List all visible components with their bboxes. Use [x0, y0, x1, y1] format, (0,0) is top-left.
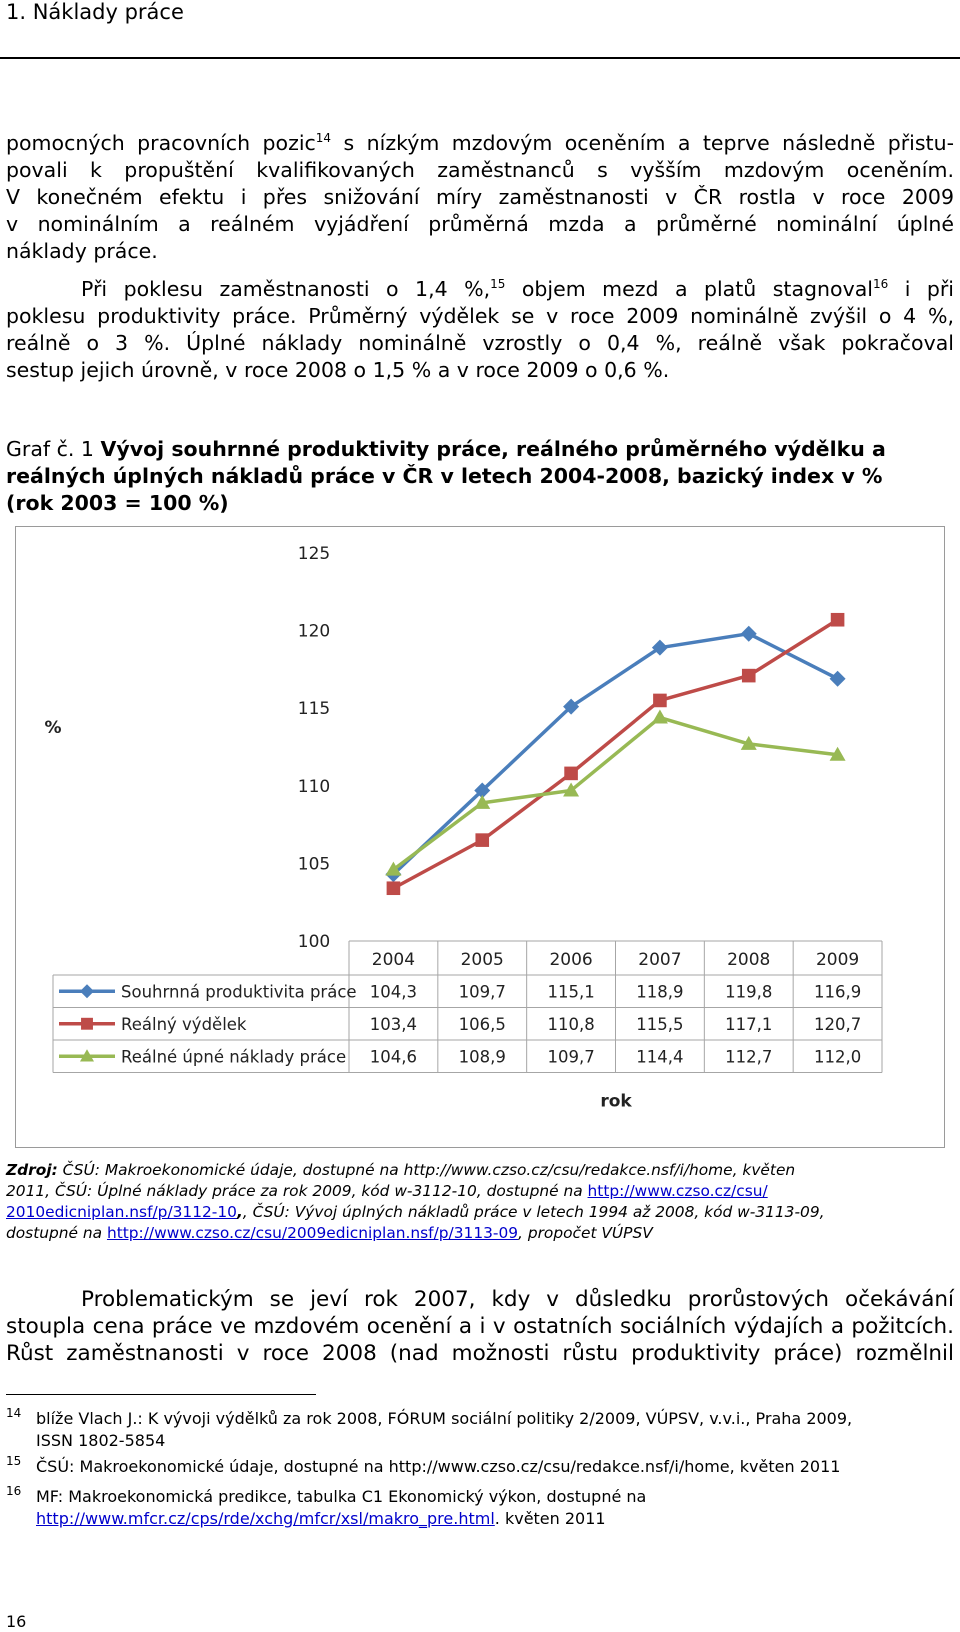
footnote-divider: [6, 1394, 316, 1395]
data-label: 109,7: [547, 1047, 594, 1066]
data-point-s1-2009: [829, 670, 846, 687]
y-tick-label: 100: [298, 932, 330, 952]
paragraph-1: pomocných pracovních pozic14 s nízkým mz…: [6, 131, 954, 263]
data-label: 110,8: [547, 1015, 594, 1034]
x-axis-label: rok: [600, 1092, 632, 1112]
data-point-s1-2006: [563, 698, 580, 715]
chart-frame: 125 120 115 110 105 100% 2004 2005 2006 2007 2008 2…: [15, 526, 945, 1148]
data-label: 109,7: [459, 982, 506, 1001]
source-link-1-cont[interactable]: 2010edicniplan.nsf/p/3112-10: [6, 1203, 237, 1221]
series-line-1: [392, 631, 839, 876]
legend-label-1: Souhrnná produktivita práce: [121, 982, 357, 1001]
data-point-s1-2007: [651, 639, 668, 656]
footnote-ref-14: 14: [315, 131, 332, 146]
legend-marker-2: [81, 1017, 93, 1030]
line-chart: 125 120 115 110 105 100% 2004 2005 2006 2007 2008 2…: [44, 544, 883, 1112]
footnote-16-link[interactable]: http://www.mfcr.cz/cps/rde/xchg/mfcr/xsl…: [36, 1509, 495, 1528]
legend-marker-3: [80, 1049, 94, 1062]
y-tick-label: 125: [298, 544, 330, 564]
source-link-2[interactable]: http://www.czso.cz/csu/2009edicniplan.ns…: [106, 1224, 519, 1242]
figure-caption: Graf č. 1 Vývoj souhrnné produktivity pr…: [6, 437, 886, 515]
y-tick-label: 120: [298, 622, 330, 642]
data-label: 117,1: [725, 1015, 772, 1034]
x-category-label: 2006: [549, 950, 592, 970]
data-point-s3-2007: [651, 709, 668, 724]
data-point-s3-2004: [385, 861, 402, 876]
data-label: 104,3: [370, 982, 417, 1001]
legend-label-2: Reálný výdělek: [121, 1015, 247, 1034]
section-header: 1. Náklady práce: [6, 0, 184, 24]
header-divider: [0, 57, 960, 59]
data-point-s2-2006: [564, 766, 578, 781]
x-category-label: 2007: [638, 950, 681, 970]
data-point-s1-2005: [474, 782, 491, 799]
data-label: 112,7: [725, 1047, 772, 1066]
data-point-s2-2008: [741, 668, 756, 683]
data-label: 116,9: [814, 982, 861, 1001]
x-category-label: 2009: [816, 950, 859, 970]
y-axis-label: %: [44, 718, 61, 738]
x-category-label: 2004: [372, 950, 415, 970]
data-label: 108,9: [459, 1047, 506, 1066]
data-label: 106,5: [459, 1015, 506, 1034]
data-point-s2-2007: [653, 693, 667, 708]
data-label: 104,6: [370, 1047, 417, 1066]
x-category-label: 2005: [461, 950, 504, 970]
y-tick-label: 110: [298, 777, 330, 797]
y-tick-label: 105: [298, 854, 330, 874]
paragraph-2: Při poklesu zaměstnanosti o 1,4 %,15 obj…: [6, 277, 955, 382]
paragraph-3: Problematickým se jeví rok 2007, kdy v d…: [6, 1287, 954, 1366]
legend-marker-1: [80, 984, 94, 999]
data-point-s3-2009: [829, 746, 846, 761]
series-line-3: [392, 715, 838, 872]
footnote-ref-16: 16: [872, 277, 889, 292]
data-point-s3-2008: [740, 735, 757, 750]
data-point-s3-2006: [563, 782, 580, 797]
data-label: 114,4: [636, 1047, 683, 1066]
series-line-2: [392, 618, 839, 890]
data-point-s2-2004: [386, 881, 401, 896]
legend-label-3: Reálné úpné náklady práce: [121, 1047, 346, 1066]
data-label: 119,8: [725, 982, 772, 1001]
source-note: Zdroj: ČSÚ: Makroekonomické údaje, dostu…: [6, 1161, 825, 1242]
x-category-label: 2008: [727, 950, 770, 970]
page-number: 16: [6, 1612, 27, 1631]
data-label: 115,1: [547, 982, 594, 1001]
source-link-1[interactable]: http://www.czso.cz/csu/: [587, 1182, 768, 1200]
data-label: 115,5: [636, 1015, 683, 1034]
data-point-s2-2009: [830, 612, 845, 627]
data-point-s1-2008: [740, 625, 757, 642]
footnote-ref-15: 15: [490, 277, 506, 292]
y-tick-label: 115: [298, 699, 330, 719]
data-label: 118,9: [636, 982, 683, 1001]
data-point-s3-2005: [474, 794, 491, 809]
data-point-s2-2005: [475, 833, 490, 847]
data-label: 112,0: [814, 1047, 861, 1066]
data-label: 103,4: [370, 1015, 417, 1034]
data-label: 120,7: [814, 1015, 861, 1034]
